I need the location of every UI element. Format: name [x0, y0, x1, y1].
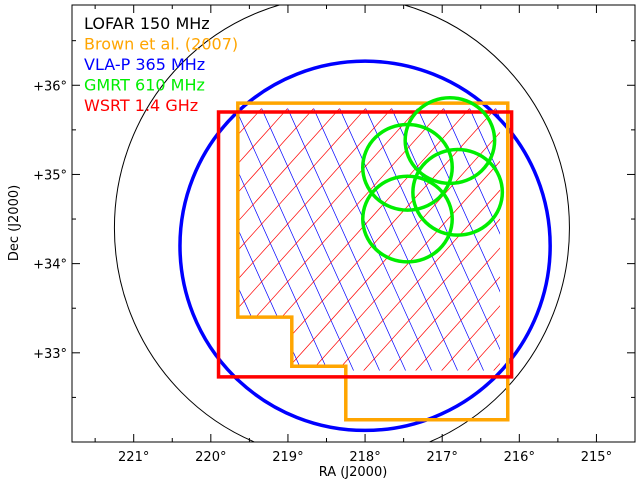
gmrt-pointing-circle-4 — [361, 174, 454, 264]
legend-entry: WSRT 1.4 GHz — [84, 96, 198, 115]
hatch-line-red — [285, 108, 501, 371]
hatch-line-red — [237, 108, 418, 371]
hatch-line-red — [237, 108, 288, 371]
hatch-line-red — [493, 108, 501, 371]
hatch-line-red — [337, 108, 501, 371]
y-tick-label: +34° — [33, 258, 67, 273]
x-axis: 221° 220° 219° 218° 217° 216° 215° — [94, 5, 612, 465]
x-tick-label: 221° — [118, 450, 149, 465]
x-tick-label: 220° — [195, 450, 226, 465]
hatch-line-red — [363, 108, 501, 371]
survey-hatching — [0, 108, 637, 371]
hatch-line-blue — [237, 108, 250, 371]
y-tick-label: +35° — [33, 168, 67, 183]
hatch-line-blue — [261, 108, 380, 371]
y-tick-label: +36° — [33, 79, 67, 94]
hatch-line-red — [520, 108, 637, 370]
legend-entry: LOFAR 150 MHz — [84, 14, 210, 33]
plot-frame — [71, 4, 636, 443]
hatch-line-red — [389, 108, 501, 371]
hatch-line-blue — [548, 108, 637, 370]
hatch-line-red — [237, 108, 366, 371]
hatch-line-blue — [54, 108, 172, 370]
hatch-line-blue — [391, 108, 501, 371]
hatch-line-blue — [287, 108, 406, 371]
hatch-line-blue — [522, 108, 637, 370]
x-tick-label: 218° — [349, 450, 380, 465]
hatch-line-blue — [443, 108, 501, 371]
lofar-field-ellipse — [113, 5, 570, 442]
hatch-line-blue — [469, 108, 501, 371]
hatch-line-blue — [365, 108, 484, 371]
hatch-line-blue — [237, 108, 354, 371]
hatch-line-blue — [237, 108, 276, 371]
wsrt-field-outline — [216, 110, 514, 379]
hatch-line-blue — [574, 108, 637, 370]
x-tick-label: 215° — [581, 450, 612, 465]
legend-entry: GMRT 610 MHz — [84, 76, 205, 95]
brown-2007-field-outline — [236, 101, 510, 422]
hatch-line-red — [0, 108, 184, 370]
hatch-line-red — [237, 108, 314, 371]
legend: LOFAR 150 MHz Brown et al. (2007)VLA-P 36… — [84, 14, 238, 115]
y-axis-label: Dec (J2000) — [7, 185, 22, 261]
vla-p-field-ellipse — [178, 59, 552, 433]
legend-entry: Brown et al. (2007) — [84, 35, 238, 54]
x-tick-label: 219° — [272, 450, 303, 465]
hatch-line-red — [237, 108, 470, 371]
hatch-line-blue — [600, 108, 637, 370]
x-tick-label: 217° — [427, 450, 458, 465]
hatch-line-red — [311, 108, 501, 371]
x-axis-label: RA (J2000) — [319, 465, 388, 480]
hatch-line-blue — [237, 108, 328, 371]
hatch-line-red — [0, 108, 2, 370]
gmrt-pointing-circle-3 — [411, 147, 505, 237]
hatch-line-red — [0, 108, 158, 370]
hatch-line-red — [441, 108, 501, 371]
hatch-line-red — [237, 108, 262, 371]
x-tick-label: 216° — [504, 450, 535, 465]
hatch-line-blue — [28, 108, 146, 370]
hatch-line-red — [259, 108, 496, 371]
plot-area — [0, 5, 637, 442]
hatch-line-blue — [339, 108, 458, 371]
y-tick-label: +33° — [33, 347, 67, 362]
y-axis: +33° +34° +35° +36° — [33, 40, 635, 398]
gmrt-pointing-circle-2 — [361, 122, 454, 212]
hatch-line-red — [237, 108, 340, 371]
hatch-line-red — [0, 108, 210, 370]
hatch-line-red — [237, 108, 444, 371]
hatch-line-blue — [313, 108, 432, 371]
hatch-line-red — [237, 108, 392, 371]
hatch-line-blue — [106, 108, 224, 370]
legend-entry: VLA-P 365 MHz — [84, 55, 205, 74]
hatch-line-red — [415, 108, 501, 371]
